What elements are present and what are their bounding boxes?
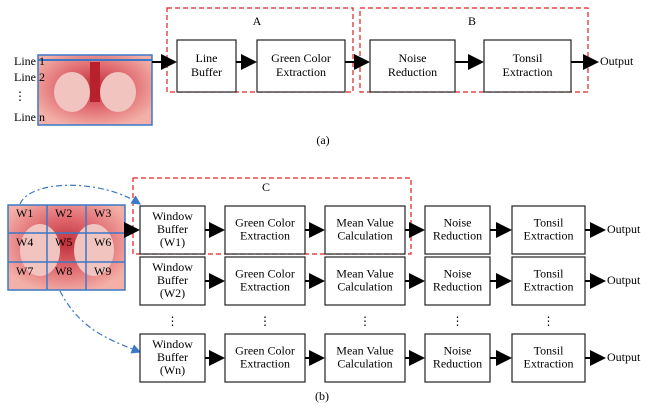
box-label-line: Reduction <box>388 65 437 79</box>
box-label-line: Calculation <box>337 356 392 370</box>
box-label-line: Green Color <box>235 215 295 229</box>
group-label: C <box>262 180 270 194</box>
line-label: Line n <box>14 110 45 124</box>
row-dots: ⋮ <box>543 314 555 328</box>
box-label-line: Calculation <box>337 279 392 293</box>
box-label-line: Extraction <box>524 228 574 242</box>
box-label-line: Extraction <box>240 356 290 370</box>
box-label-line: Tonsil <box>534 343 564 357</box>
box-label-line: Tonsil <box>534 215 564 229</box>
box-label-line: Reduction <box>433 356 482 370</box>
box-label-line: Window <box>152 209 193 223</box>
row-dots: ⋮ <box>452 314 464 328</box>
diagram: Line 1Line 2⋮Line nABLineBufferGreen Col… <box>0 0 649 407</box>
window-label: W1 <box>16 206 33 220</box>
box-label-line: (Wn) <box>160 363 185 377</box>
box-label-line: (W1) <box>160 235 185 249</box>
box-label-line: Buffer <box>157 273 188 287</box>
output-label: Output <box>607 350 641 364</box>
box-label-line: Reduction <box>433 279 482 293</box>
box-label-line: Extraction <box>276 65 326 79</box>
box-label-line: Mean Value <box>336 343 393 357</box>
line-label: Line 2 <box>14 70 45 84</box>
throat-image-a <box>38 55 152 125</box>
window-label: W6 <box>94 235 111 249</box>
group-label: B <box>468 14 476 28</box>
box-label-line: Tonsil <box>513 51 543 65</box>
row-dots: ⋮ <box>167 314 179 328</box>
window-label: W2 <box>55 206 72 220</box>
box-label-line: Extraction <box>240 228 290 242</box>
row-dots: ⋮ <box>259 314 271 328</box>
caption: (a) <box>316 133 329 147</box>
box-label-line: Green Color <box>235 266 295 280</box>
box-label-line: Window <box>152 260 193 274</box>
window-label: W8 <box>55 264 72 278</box>
box-label-line: Buffer <box>157 350 188 364</box>
box-label-line: Buffer <box>191 65 222 79</box>
output-label: Output <box>600 54 634 68</box>
box-label-line: Calculation <box>337 228 392 242</box>
window-label: W4 <box>16 235 33 249</box>
line-label: ⋮ <box>14 89 26 103</box>
box-label-line: Extraction <box>503 65 553 79</box>
line-label: Line 1 <box>14 54 45 68</box>
box-label-line: (W2) <box>160 286 185 300</box>
box-label-line: Extraction <box>524 356 574 370</box>
box-label-line: Green Color <box>235 343 295 357</box>
output-label: Output <box>607 273 641 287</box>
box-label-line: Noise <box>444 215 472 229</box>
box-label-line: Extraction <box>240 279 290 293</box>
box-label-line: Mean Value <box>336 215 393 229</box>
box-label-line: Mean Value <box>336 266 393 280</box>
box-label-line: Noise <box>399 51 427 65</box>
window-label: W3 <box>94 206 111 220</box>
box-label-line: Noise <box>444 266 472 280</box>
box-label-line: Buffer <box>157 222 188 236</box>
row-dots: ⋮ <box>359 314 371 328</box>
window-label: W5 <box>55 235 72 249</box>
box-label-line: Tonsil <box>534 266 564 280</box>
box-label: Mean ValueCalculation <box>336 266 393 293</box>
output-label: Output <box>607 222 641 236</box>
window-label: W7 <box>16 264 33 278</box>
caption: (b) <box>315 389 329 403</box>
window-label: W9 <box>94 264 111 278</box>
box-label-line: Window <box>152 337 193 351</box>
box-label-line: Noise <box>444 343 472 357</box>
box-label-line: Green Color <box>271 51 331 65</box>
box-label-line: Extraction <box>524 279 574 293</box>
group-label: A <box>253 14 262 28</box>
box-label-line: Line <box>196 51 218 65</box>
box-label-line: Reduction <box>433 228 482 242</box>
